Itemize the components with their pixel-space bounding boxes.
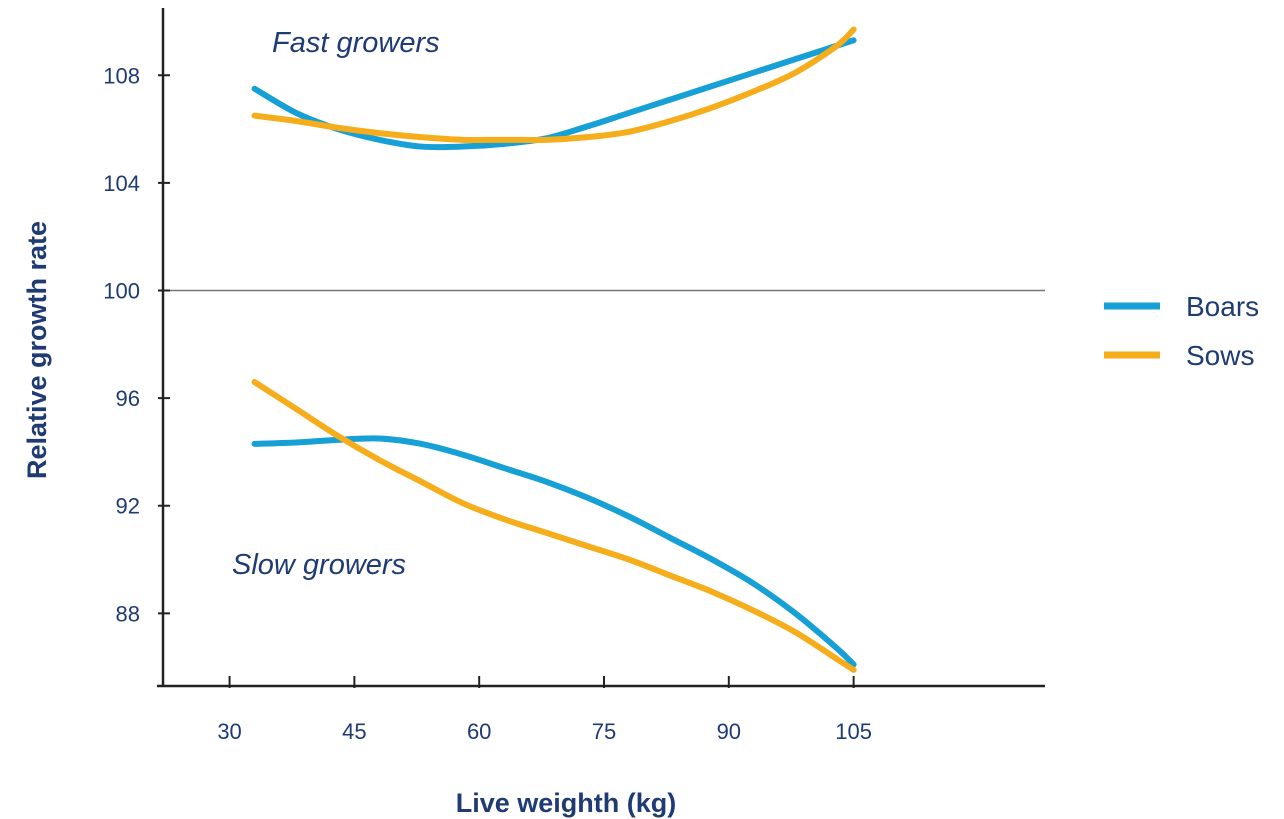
series-line-boars-slow-growers	[251, 435, 857, 668]
legend: Boars Sows	[1104, 291, 1259, 371]
y-tick-label: 88	[116, 601, 140, 626]
y-tick-label: 92	[116, 494, 140, 519]
x-axis-title: Live weighth (kg)	[456, 788, 677, 818]
y-tick-label: 104	[103, 171, 140, 196]
y-axis-title: Relative growth rate	[22, 221, 52, 479]
x-tick-label: 30	[217, 719, 241, 744]
series-line-sows-slow-growers	[251, 378, 857, 673]
y-tick-label: 100	[103, 279, 140, 304]
x-tick-label: 105	[835, 719, 872, 744]
x-tick-label: 45	[342, 719, 366, 744]
x-ticks: 30 45 60 75 90 105	[217, 676, 872, 744]
y-tick-label: 96	[116, 386, 140, 411]
x-tick-label: 90	[717, 719, 741, 744]
series-line-sows-fast-growers	[251, 26, 857, 144]
y-ticks: 88 92 96 100 104 108	[103, 63, 170, 626]
annotation-slow-growers: Slow growers	[232, 549, 406, 581]
x-tick-label: 75	[592, 719, 616, 744]
series-layer	[251, 26, 857, 673]
y-tick-label: 108	[103, 63, 140, 88]
annotation-fast-growers: Fast growers	[272, 27, 440, 59]
legend-label-boars: Boars	[1186, 291, 1259, 322]
legend-label-sows: Sows	[1186, 340, 1254, 371]
plot-area: 88 92 96 100 104 108 30 45 60 75 90 105	[103, 8, 1045, 744]
x-tick-label: 60	[467, 719, 491, 744]
series-line-boars-fast-growers	[251, 37, 857, 151]
